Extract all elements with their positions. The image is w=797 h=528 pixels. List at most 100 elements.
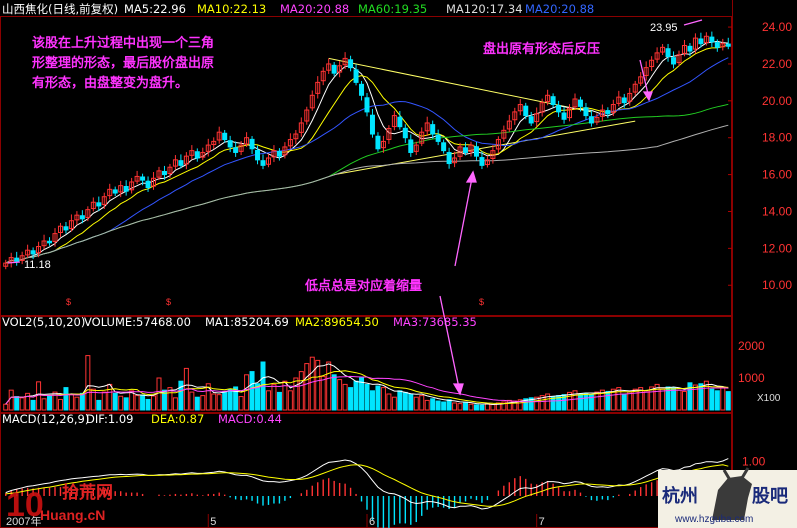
watermark-right: 杭州 股吧 www.hzguba.com <box>658 467 797 528</box>
candle-body <box>703 35 709 44</box>
candle-body <box>244 137 250 145</box>
volume-bar <box>172 397 178 411</box>
candle-body <box>638 76 644 84</box>
volume-bar <box>238 396 244 411</box>
candle-body <box>25 249 31 256</box>
volume-bar <box>112 392 118 411</box>
candle-body <box>654 52 660 60</box>
dif-line <box>5 458 729 510</box>
candle-body <box>550 96 556 106</box>
volume-bar <box>315 359 321 411</box>
volume-bar <box>369 390 375 411</box>
y-tick-label: 14.00 <box>762 204 792 218</box>
volume-bar <box>90 388 96 411</box>
candle-body <box>123 185 129 192</box>
candle-body <box>649 59 655 68</box>
candle-body <box>161 170 167 176</box>
candle-body <box>205 144 211 152</box>
event-marker: $ <box>166 297 171 307</box>
volume-bar <box>244 374 250 411</box>
volume-bar <box>654 383 660 411</box>
brand-domain: www.hzguba.com <box>674 514 753 525</box>
volume-bar <box>468 403 474 411</box>
volume-ma5-line <box>5 363 729 406</box>
candle-body <box>309 94 315 109</box>
volume-bar <box>413 396 419 411</box>
candle-body <box>298 122 304 133</box>
candle-body <box>14 257 20 262</box>
macd-value: MACD:0.44 <box>218 412 282 426</box>
volume-bar <box>287 390 293 411</box>
panel-border <box>0 413 732 528</box>
volume-bar <box>501 401 507 411</box>
volume-bar <box>473 404 479 411</box>
volume-bar <box>211 393 217 411</box>
candles-layer <box>3 31 731 270</box>
candle-body <box>19 255 25 261</box>
vol-volume: VOLUME:57468.00 <box>84 315 191 329</box>
candle-body <box>413 144 419 152</box>
candle-body <box>68 220 74 230</box>
volume-tick-label: 1000 <box>738 371 765 385</box>
volume-bar <box>222 391 228 411</box>
candle-body <box>52 233 58 242</box>
candle-body <box>676 54 682 64</box>
volume-bar <box>676 389 682 411</box>
volume-bar <box>326 361 332 411</box>
volume-bar <box>227 388 233 411</box>
volume-bar <box>74 396 80 411</box>
candle-body <box>337 65 343 73</box>
candle-body <box>512 111 518 121</box>
candle-body <box>698 38 704 45</box>
volume-bar <box>342 383 348 411</box>
ma120-line <box>5 124 729 264</box>
candle-body <box>506 120 512 130</box>
volume-bar <box>610 388 616 411</box>
candle-body <box>534 113 540 123</box>
volume-bar <box>30 399 36 411</box>
annotation-triangle-line-3: 有形态，由盘整变为盘升。 <box>32 75 188 91</box>
candle-body <box>118 185 124 193</box>
candle-body <box>681 45 687 54</box>
candle-body <box>665 48 671 58</box>
panel-border <box>0 16 732 316</box>
candle-body <box>320 70 326 82</box>
candle-body <box>375 135 381 150</box>
volume-bar <box>446 399 452 411</box>
candle-body <box>107 188 113 197</box>
candle-body <box>151 177 157 187</box>
candle-body <box>709 36 715 43</box>
candle-body <box>430 124 436 135</box>
annotation-triangle-line-1: 该股在上升过程中出现一个三角 <box>32 35 214 51</box>
volume-bar <box>435 400 441 411</box>
candle-body <box>473 146 479 157</box>
axis-labels: 10.00 12.00 14.00 16.00 18.00 20.00 22.00 24.00… <box>6 20 792 528</box>
volume-low-arrow <box>439 295 460 389</box>
candle-body <box>463 147 469 153</box>
volume-bar <box>25 392 31 411</box>
macd-tick-label: 1.00 <box>742 455 766 469</box>
candle-body <box>501 129 507 139</box>
volume-bar <box>599 389 605 411</box>
volume-bar <box>441 401 447 411</box>
volume-bar <box>118 395 124 411</box>
volume-bar <box>129 390 135 411</box>
candle-body <box>419 131 425 144</box>
candle-body <box>293 133 299 140</box>
volume-bar <box>479 404 485 411</box>
candle-body <box>572 98 578 108</box>
candle-body <box>479 157 485 166</box>
volume-bar <box>430 398 436 411</box>
candle-body <box>353 69 359 83</box>
volume-bar <box>233 386 239 411</box>
volume-bar <box>79 392 85 411</box>
candle-body <box>249 138 255 150</box>
candle-body <box>528 116 534 124</box>
volume-bar <box>194 396 200 411</box>
candle-body <box>211 140 217 146</box>
volume-bar <box>380 387 386 411</box>
candle-body <box>282 146 288 156</box>
ma250-label: MA20:20.88 <box>525 2 594 16</box>
candle-body <box>260 160 266 166</box>
annotation-breakout: 盘出原有形态后反压 <box>483 41 600 57</box>
